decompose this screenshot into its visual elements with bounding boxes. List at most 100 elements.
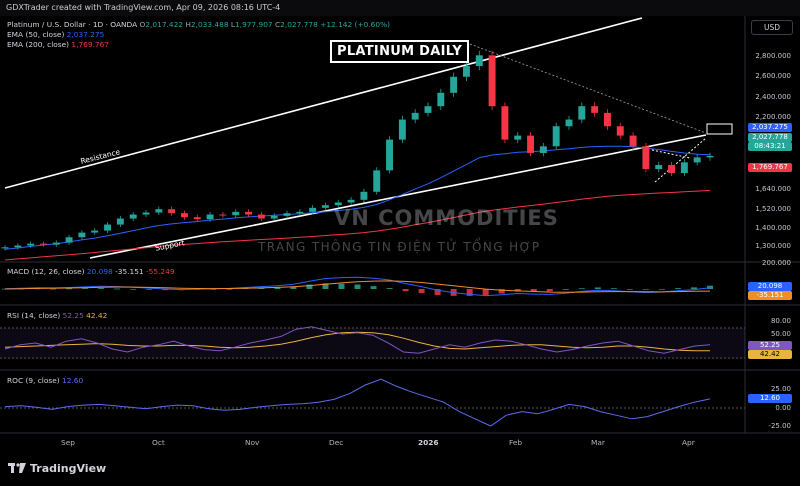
- macd-histogram-bar: [386, 288, 393, 289]
- rsi-value: 52.25: [62, 311, 84, 320]
- rsi-ma-line: [4, 331, 710, 352]
- time-tick: Sep: [61, 438, 75, 447]
- macd-histogram-bar: [466, 289, 473, 296]
- ema50-legend[interactable]: EMA (50, close) 2,037.275: [7, 30, 105, 39]
- low-value: 1,977.907: [235, 20, 273, 29]
- candle-body: [591, 106, 599, 113]
- candle-body: [180, 213, 188, 218]
- currency-button[interactable]: USD: [751, 20, 793, 35]
- breakout-box[interactable]: [706, 123, 733, 135]
- credit-text: GDXTrader created with TradingView.com, …: [6, 3, 281, 12]
- ema200-legend[interactable]: EMA (200, close) 1,769.767: [7, 40, 110, 49]
- change-value: +12.142 (+0.60%): [320, 20, 390, 29]
- roc-line: [4, 378, 711, 427]
- macd-legend[interactable]: MACD (12, 26, close) 20.098 -35.151 -55.…: [7, 267, 175, 276]
- ema200-line: [4, 189, 711, 261]
- candle-body: [193, 217, 201, 220]
- candle-body: [411, 112, 419, 120]
- time-tick: Mar: [591, 438, 605, 447]
- candle-body: [398, 119, 406, 140]
- macd-histogram-bar: [402, 289, 409, 292]
- candle-body: [603, 112, 611, 127]
- rsi-tag: 52.25: [748, 341, 792, 350]
- rsi-ma-value: 42.42: [86, 311, 108, 320]
- close-price-tag: 2,027.778: [748, 133, 792, 142]
- time-tick: Dec: [329, 438, 344, 447]
- candle-body: [424, 106, 432, 113]
- price-tick: 1,640.000: [755, 185, 791, 193]
- candle-body: [552, 126, 560, 147]
- candle-body: [78, 232, 86, 238]
- candle-body: [450, 76, 458, 93]
- wedge-upper-line[interactable]: [651, 149, 691, 159]
- macd-histogram-bar: [546, 289, 553, 292]
- candle-body: [655, 165, 663, 170]
- candle-body: [680, 162, 688, 174]
- macd-histogram-bar: [306, 284, 313, 289]
- macd-histogram-bar: [674, 288, 681, 289]
- candle-body: [347, 199, 355, 203]
- watermark-brand: VN COMMODITIES: [334, 206, 559, 230]
- price-tick: 2,200.000: [755, 113, 791, 121]
- resistance-line[interactable]: [4, 17, 643, 189]
- candle-body: [309, 207, 317, 212]
- macd-histogram-bar: [370, 286, 377, 289]
- candle-body: [488, 55, 496, 107]
- macd-histogram-bar: [707, 285, 713, 289]
- candle-body: [629, 135, 637, 147]
- macd-histogram-bar: [98, 288, 105, 289]
- ema50-value: 2,037.275: [66, 30, 105, 39]
- candle-body: [283, 213, 291, 216]
- macd-histogram-bar: [658, 289, 665, 290]
- macd-tag: 20.098: [748, 282, 792, 291]
- time-tick: Oct: [152, 438, 165, 447]
- macd-histogram-bar: [162, 289, 169, 291]
- candle-body: [578, 106, 586, 120]
- roc-axis-tick: 25.00: [770, 385, 791, 393]
- candle-body: [706, 155, 714, 158]
- macd-histogram-bar: [514, 289, 521, 292]
- open-value: 2,017.422: [145, 20, 183, 29]
- symbol-legend[interactable]: Platinum / U.S. Dollar · 1D · OANDA O2,0…: [7, 20, 390, 29]
- macd-histogram-bar: [130, 289, 137, 290]
- wedge-lower-line[interactable]: [654, 137, 707, 183]
- macd-histogram-bar: [146, 289, 153, 290]
- macd-histogram-bar: [434, 289, 441, 296]
- candle-body: [475, 55, 483, 67]
- top-bar: GDXTrader created with TradingView.com, …: [0, 0, 800, 16]
- watermark-tagline: TRANG THÔNG TIN ĐIỆN TỬ TỔNG HỢP: [258, 240, 541, 254]
- rsi-legend[interactable]: RSI (14, close) 52.25 42.42: [7, 311, 108, 320]
- candle-body: [219, 214, 227, 216]
- roc-value: 12.60: [62, 376, 84, 385]
- candle-body: [27, 243, 35, 246]
- candle-body: [642, 146, 650, 170]
- macd-histogram-bar: [354, 284, 361, 289]
- price-tick: 1,520.000: [755, 205, 791, 213]
- candle-body: [616, 126, 624, 136]
- macd-histogram-bar: [562, 289, 569, 290]
- ema200-value: 1,769.767: [71, 40, 110, 49]
- candle-body: [270, 215, 278, 219]
- macd-axis-tick: 200.000: [762, 259, 791, 267]
- tradingview-logo[interactable]: TradingView: [8, 462, 106, 475]
- candle-body: [514, 135, 522, 140]
- roc-legend[interactable]: ROC (9, close) 12.60: [7, 376, 84, 385]
- macd-histogram-bar: [626, 289, 633, 290]
- macd-histogram-bar: [530, 289, 537, 292]
- macd-histogram-bar: [210, 289, 217, 290]
- candle-body: [539, 146, 547, 153]
- rsi-axis-tick: 80.00: [770, 317, 791, 325]
- candle-body: [296, 211, 304, 214]
- roc-axis-tick: -25.00: [768, 422, 791, 430]
- macd-histogram-bar: [114, 288, 121, 290]
- candle-body: [334, 202, 342, 206]
- roc-tag: 12.60: [748, 394, 792, 403]
- macd-histogram-bar: [322, 283, 329, 289]
- candle-body: [168, 209, 176, 214]
- rsi-axis-tick: 50.00: [770, 330, 791, 338]
- macd-histogram-bar: [690, 287, 697, 289]
- price-tick: 2,600.000: [755, 72, 791, 80]
- candle-body: [206, 214, 214, 220]
- candle-body: [386, 139, 394, 171]
